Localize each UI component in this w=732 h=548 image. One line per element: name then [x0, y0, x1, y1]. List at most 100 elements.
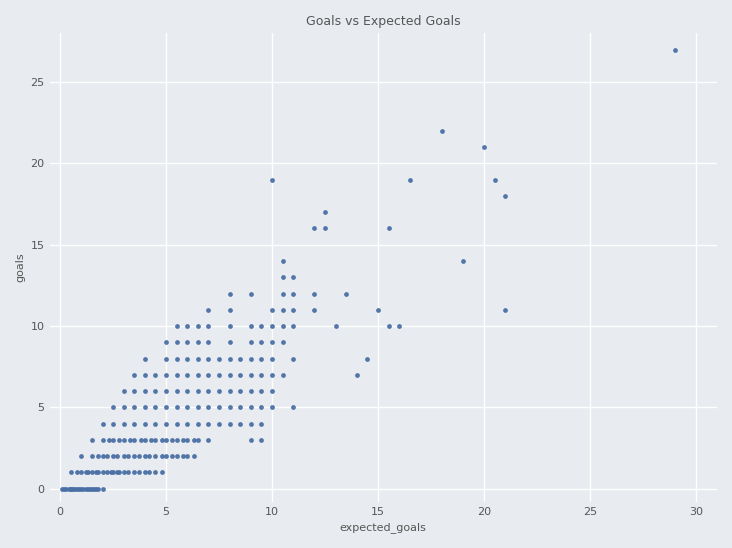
Point	[234, 419, 246, 428]
Point	[266, 305, 278, 314]
Point	[213, 403, 225, 412]
Point	[82, 468, 94, 477]
Title: Goals vs Expected Goals: Goals vs Expected Goals	[306, 15, 460, 28]
Point	[82, 484, 94, 493]
Point	[75, 468, 87, 477]
Point	[203, 387, 214, 396]
Point	[139, 452, 151, 460]
Point	[182, 403, 193, 412]
Point	[234, 370, 246, 379]
Point	[478, 143, 490, 152]
Point	[86, 484, 98, 493]
Point	[224, 370, 236, 379]
Point	[92, 452, 104, 460]
Point	[372, 305, 384, 314]
Point	[192, 419, 203, 428]
Point	[203, 338, 214, 347]
Point	[213, 387, 225, 396]
Point	[122, 468, 134, 477]
Point	[108, 436, 119, 444]
Point	[128, 468, 140, 477]
Point	[139, 419, 151, 428]
Point	[113, 468, 125, 477]
Point	[65, 468, 77, 477]
Point	[436, 127, 447, 135]
Point	[192, 354, 203, 363]
Point	[288, 273, 299, 282]
Point	[59, 484, 70, 493]
Point	[255, 322, 267, 330]
Point	[266, 175, 278, 184]
Point	[203, 419, 214, 428]
Point	[149, 468, 161, 477]
Point	[128, 419, 140, 428]
Point	[266, 338, 278, 347]
Point	[86, 468, 98, 477]
Point	[171, 387, 182, 396]
Point	[75, 484, 87, 493]
Point	[255, 387, 267, 396]
Point	[80, 484, 92, 493]
Point	[97, 468, 108, 477]
Point	[362, 354, 373, 363]
Point	[63, 484, 75, 493]
Point	[128, 403, 140, 412]
Point	[277, 370, 288, 379]
Point	[224, 387, 236, 396]
Point	[84, 484, 96, 493]
Point	[128, 436, 140, 444]
Point	[75, 452, 87, 460]
Point	[224, 305, 236, 314]
X-axis label: expected_goals: expected_goals	[340, 522, 427, 533]
Point	[149, 452, 161, 460]
Point	[224, 338, 236, 347]
Point	[277, 256, 288, 265]
Point	[111, 468, 123, 477]
Point	[92, 484, 104, 493]
Point	[255, 419, 267, 428]
Point	[65, 484, 77, 493]
Point	[118, 468, 130, 477]
Point	[266, 370, 278, 379]
Point	[188, 452, 200, 460]
Point	[111, 452, 123, 460]
Point	[203, 354, 214, 363]
Point	[128, 387, 140, 396]
Point	[188, 436, 200, 444]
Point	[88, 484, 100, 493]
Point	[277, 322, 288, 330]
Point	[132, 468, 144, 477]
Point	[319, 208, 331, 216]
Point	[255, 370, 267, 379]
Point	[139, 436, 151, 444]
Point	[192, 370, 203, 379]
Point	[167, 452, 179, 460]
Point	[73, 484, 85, 493]
Point	[245, 370, 257, 379]
Point	[182, 338, 193, 347]
Point	[108, 452, 119, 460]
Point	[160, 452, 172, 460]
Point	[669, 45, 681, 54]
Point	[167, 436, 179, 444]
Point	[108, 419, 119, 428]
Point	[182, 370, 193, 379]
Point	[489, 175, 501, 184]
Point	[65, 484, 77, 493]
Point	[69, 484, 81, 493]
Point	[149, 370, 161, 379]
Point	[143, 452, 155, 460]
Point	[266, 403, 278, 412]
Point	[171, 322, 182, 330]
Point	[245, 354, 257, 363]
Point	[160, 387, 172, 396]
Point	[139, 387, 151, 396]
Point	[234, 387, 246, 396]
Point	[457, 256, 468, 265]
Point	[78, 484, 89, 493]
Point	[234, 403, 246, 412]
Point	[329, 322, 341, 330]
Point	[118, 387, 130, 396]
Point	[224, 354, 236, 363]
Point	[203, 305, 214, 314]
